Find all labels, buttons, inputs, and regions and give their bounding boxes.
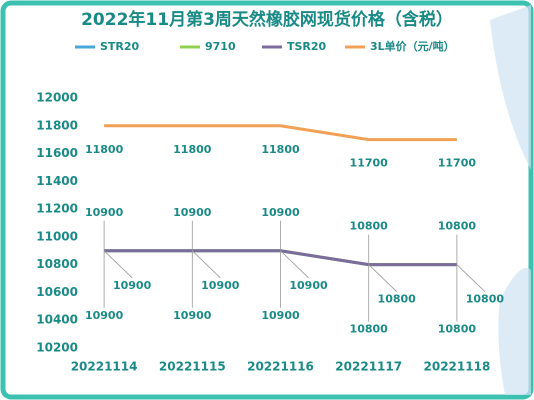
data-label: 11700 [350,157,389,170]
y-tick-label: 11200 [36,202,78,216]
leader-line [192,250,221,279]
legend-label: 9710 [205,40,236,53]
legend-label: STR20 [100,40,140,53]
legend-label: TSR20 [287,40,327,53]
data-label: 10900 [289,279,328,292]
leader-line [103,250,133,279]
data-label: 10900 [201,279,240,292]
y-tick-label: 10600 [36,285,78,299]
leader-line [456,264,486,292]
y-tick-label: 10200 [36,341,78,355]
data-label: 10800 [438,220,477,233]
x-tick-label: 20221115 [159,360,226,374]
data-label: 11700 [438,157,477,170]
data-label: 10800 [350,323,389,336]
y-tick-label: 11600 [36,146,78,160]
data-label: 10800 [350,220,389,233]
data-label: 10900 [113,279,152,292]
y-tick-label: 12000 [36,91,78,105]
x-tick-label: 20221114 [71,360,138,374]
x-tick-label: 20221117 [335,360,402,374]
data-label: 10900 [261,206,300,219]
x-tick-label: 20221118 [424,360,491,374]
y-tick-label: 10400 [36,313,78,327]
chart-title: 2022年11月第3周天然橡胶网现货价格（含税） [81,9,453,30]
y-tick-label: 10800 [36,257,78,271]
y-tick-label: 11400 [36,174,78,188]
series-line [104,124,457,142]
data-label: 10900 [173,206,212,219]
data-label: 11800 [261,143,300,156]
data-label: 10800 [466,293,505,306]
y-tick-label: 11000 [36,229,78,243]
decoration [498,268,531,395]
data-label: 10800 [378,293,417,306]
legend-label: 3L单价（元/吨） [370,39,455,53]
data-label: 11800 [85,143,124,156]
data-label: 10900 [173,309,212,322]
x-tick-label: 20221116 [247,360,314,374]
leader-line [368,264,397,292]
decoration [490,5,531,170]
data-label: 10900 [85,309,124,322]
data-label: 10800 [438,323,477,336]
data-label: 11800 [173,143,212,156]
leader-line [280,250,309,279]
y-tick-label: 11800 [36,118,78,132]
data-label: 10900 [85,206,124,219]
data-label: 10900 [261,309,300,322]
